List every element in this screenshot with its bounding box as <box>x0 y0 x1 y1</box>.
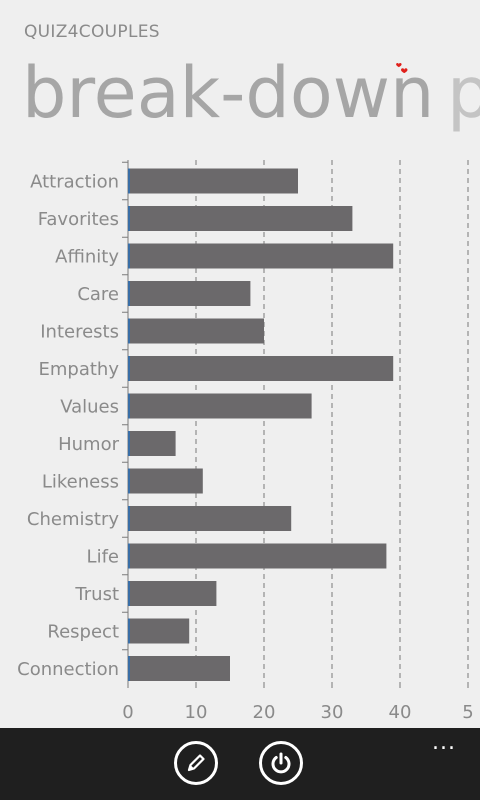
bar <box>129 543 387 569</box>
power-button[interactable] <box>259 741 303 785</box>
bar <box>129 506 292 531</box>
bar <box>129 318 264 344</box>
bar-edge <box>128 318 130 344</box>
category-label: Life <box>87 547 119 568</box>
category-label: Interests <box>40 322 119 343</box>
category-label: Respect <box>47 622 119 643</box>
bar <box>129 431 176 456</box>
pivot-header-break-down[interactable]: break-down <box>22 52 435 134</box>
x-tick-label: 10 <box>185 702 208 723</box>
bar-edge <box>128 168 130 194</box>
bar <box>129 468 203 494</box>
more-options-button[interactable]: ... <box>432 730 456 755</box>
bar <box>129 393 312 419</box>
x-tick-label: 0 <box>122 702 133 723</box>
bar-edge <box>128 393 130 419</box>
category-label: Likeness <box>42 472 119 493</box>
category-label: Humor <box>58 434 119 455</box>
bar-edge <box>128 656 130 681</box>
bar <box>129 281 251 306</box>
category-label: Connection <box>17 659 119 680</box>
bar <box>129 356 394 381</box>
category-label: Values <box>60 397 119 418</box>
edit-button[interactable] <box>174 741 218 785</box>
bar <box>129 656 230 681</box>
bar-edge <box>128 543 130 569</box>
bar-edge <box>128 618 130 644</box>
bar <box>129 206 353 231</box>
category-label: Favorites <box>38 209 119 230</box>
bar-edge <box>128 281 130 306</box>
category-label: Empathy <box>39 359 120 380</box>
bar <box>129 168 298 194</box>
category-label: Affinity <box>55 247 119 268</box>
bar-edge <box>128 206 130 231</box>
pivot-control[interactable]: break-down p <box>0 48 480 138</box>
bar-edge <box>128 581 130 606</box>
bar-edge <box>128 506 130 531</box>
x-tick-label: 40 <box>389 702 412 723</box>
category-label: Attraction <box>30 172 119 193</box>
bar-edge <box>128 468 130 494</box>
bar-edge <box>128 431 130 456</box>
power-icon <box>271 752 291 774</box>
pivot-header-next[interactable]: p <box>447 52 480 134</box>
category-label: Care <box>77 284 119 305</box>
x-tick-label: 5 <box>462 702 473 723</box>
bar <box>129 618 190 644</box>
breakdown-bar-chart: Attraction Favorites Affinity Care Interests… <box>17 160 474 723</box>
category-label: Chemistry <box>27 509 119 530</box>
bar-edge <box>128 243 130 269</box>
app-title: QUIZ4COUPLES <box>24 22 160 42</box>
x-tick-label: 20 <box>253 702 276 723</box>
x-tick-label: 30 <box>321 702 344 723</box>
category-label: Trust <box>74 584 119 605</box>
bar <box>129 243 394 269</box>
bar-edge <box>128 356 130 381</box>
pencil-icon <box>187 754 205 772</box>
bar <box>129 581 217 606</box>
app-bar: ... <box>0 728 480 800</box>
hearts-icon <box>396 62 408 74</box>
